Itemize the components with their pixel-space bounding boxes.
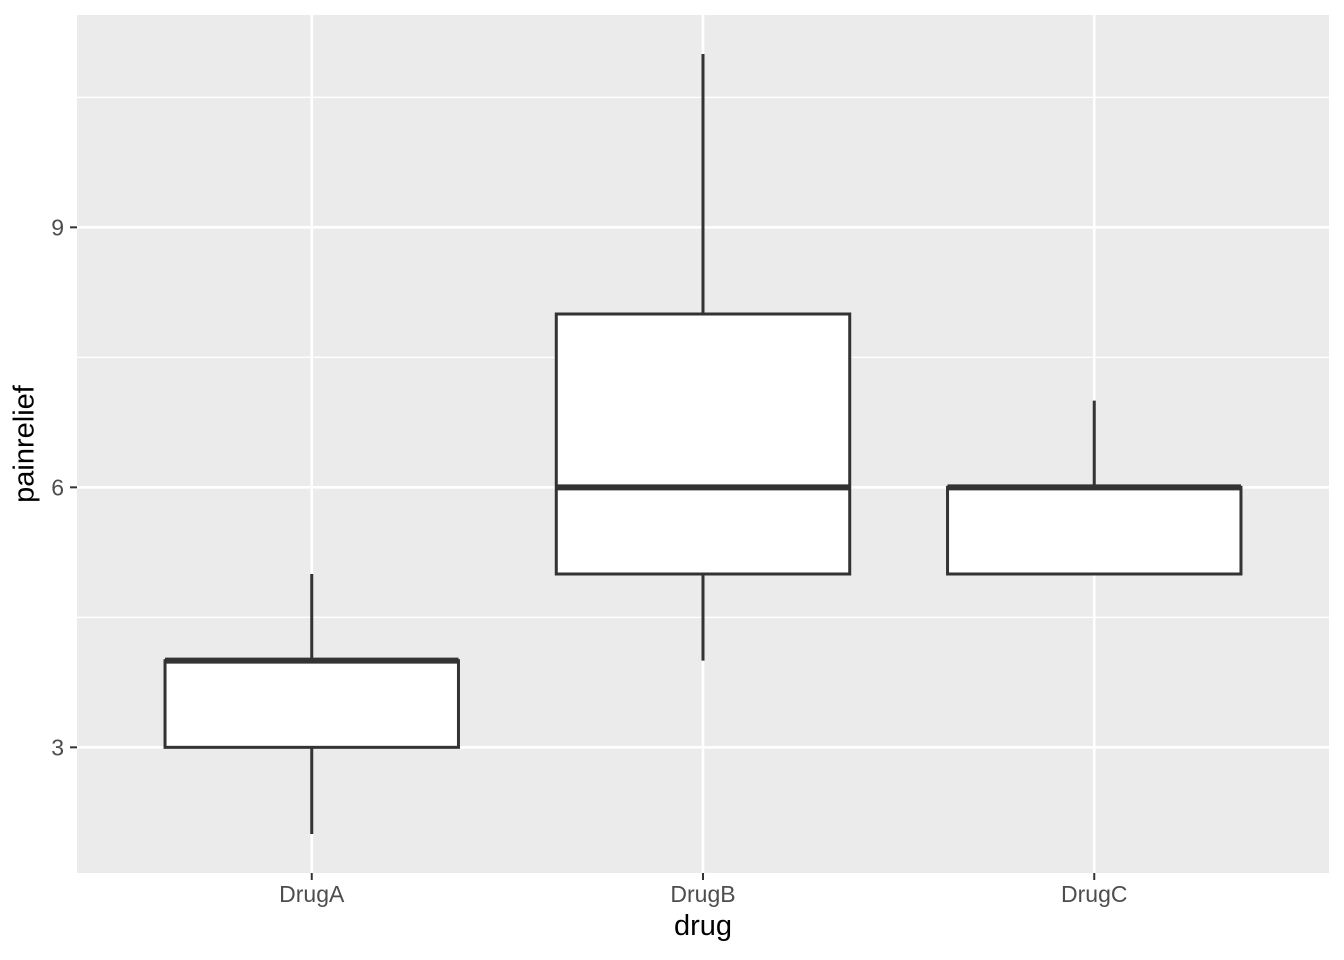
x-tick-label: DrugC bbox=[1061, 881, 1127, 907]
boxplot-box bbox=[554, 312, 852, 576]
x-tick-label: DrugA bbox=[279, 881, 345, 907]
boxplot-box bbox=[163, 659, 460, 749]
y-tick-label: 9 bbox=[51, 214, 64, 240]
y-axis-title: painrelief bbox=[8, 385, 41, 503]
y-tick-label: 3 bbox=[51, 734, 64, 760]
y-tick-label: 6 bbox=[51, 474, 64, 500]
x-axis-title: drug bbox=[673, 910, 733, 942]
x-tick-label: DrugB bbox=[670, 881, 735, 907]
boxplot-box bbox=[946, 485, 1243, 576]
